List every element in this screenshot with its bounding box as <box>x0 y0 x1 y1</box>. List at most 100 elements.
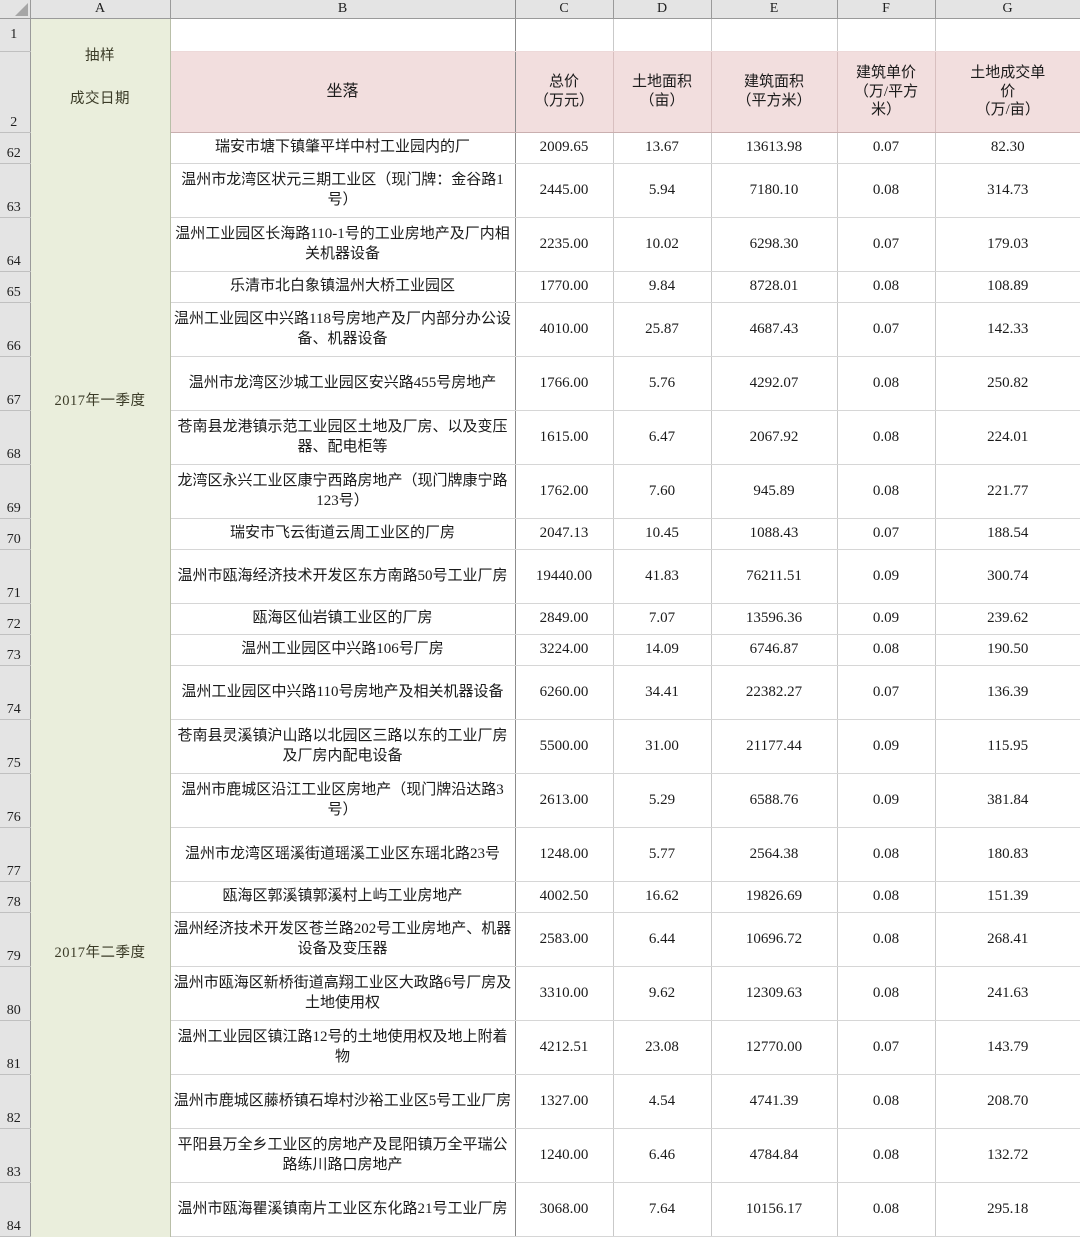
cell-land-area[interactable]: 41.83 <box>613 549 712 604</box>
cell-building-unit-price[interactable]: 0.08 <box>837 827 936 882</box>
cell-building-unit-price[interactable]: 0.07 <box>837 302 936 357</box>
cell-seat[interactable]: 温州市瓯海经济技术开发区东方南路50号工业厂房 <box>170 549 516 604</box>
cell-total-price[interactable]: 2047.13 <box>515 518 614 550</box>
cell-land-area[interactable]: 10.02 <box>613 217 712 272</box>
cell-building-unit-price[interactable]: 0.08 <box>837 1128 936 1183</box>
cell-land-unit-price[interactable]: 108.89 <box>935 271 1080 303</box>
row-header-80[interactable]: 80 <box>0 966 31 1021</box>
cell-building-unit-price[interactable]: 0.08 <box>837 912 936 967</box>
cell-total-price[interactable]: 1762.00 <box>515 464 614 519</box>
cell-building-unit-price[interactable]: 0.09 <box>837 719 936 774</box>
cell-total-price[interactable]: 3224.00 <box>515 634 614 666</box>
cell-total-price[interactable]: 2849.00 <box>515 603 614 635</box>
row-header-72[interactable]: 72 <box>0 603 31 635</box>
cell-land-area[interactable]: 7.07 <box>613 603 712 635</box>
group-label-cell[interactable]: 2017年二季度 <box>30 665 171 1237</box>
cell-seat[interactable]: 温州市瓯海瞿溪镇南片工业区东化路21号工业厂房 <box>170 1182 516 1237</box>
cell-seat[interactable]: 温州市鹿城区藤桥镇石埠村沙裕工业区5号工业厂房 <box>170 1074 516 1129</box>
row-header-71[interactable]: 71 <box>0 549 31 604</box>
row-header-83[interactable]: 83 <box>0 1128 31 1183</box>
cell-land-unit-price[interactable]: 268.41 <box>935 912 1080 967</box>
cell-land-unit-price[interactable]: 250.82 <box>935 356 1080 411</box>
cell-land-area[interactable]: 6.44 <box>613 912 712 967</box>
cell-building-unit-price[interactable]: 0.08 <box>837 634 936 666</box>
row-header-68[interactable]: 68 <box>0 410 31 465</box>
cell-building-area[interactable]: 4741.39 <box>711 1074 838 1129</box>
cell-seat[interactable]: 瓯海区仙岩镇工业区的厂房 <box>170 603 516 635</box>
cell-building-area[interactable]: 76211.51 <box>711 549 838 604</box>
cell-building-area[interactable]: 12309.63 <box>711 966 838 1021</box>
cell-building-area[interactable]: 13613.98 <box>711 132 838 164</box>
cell-building-unit-price[interactable]: 0.09 <box>837 603 936 635</box>
cell-land-unit-price[interactable]: 295.18 <box>935 1182 1080 1237</box>
cell-land-unit-price[interactable]: 239.62 <box>935 603 1080 635</box>
cell-building-unit-price[interactable]: 0.09 <box>837 773 936 828</box>
cell-seat[interactable]: 温州市龙湾区沙城工业园区安兴路455号房地产 <box>170 356 516 411</box>
cell-seat[interactable]: 温州工业园区长海路110-1号的工业房地产及厂内相关机器设备 <box>170 217 516 272</box>
cell-land-area[interactable]: 13.67 <box>613 132 712 164</box>
cell-building-area[interactable]: 4784.84 <box>711 1128 838 1183</box>
blank-cell-e1[interactable] <box>711 18 838 52</box>
cell-land-area[interactable]: 4.54 <box>613 1074 712 1129</box>
cell-seat[interactable]: 温州工业园区镇江路12号的土地使用权及地上附着物 <box>170 1020 516 1075</box>
row-header-62[interactable]: 62 <box>0 132 31 164</box>
cell-total-price[interactable]: 5500.00 <box>515 719 614 774</box>
select-all-corner[interactable] <box>0 0 31 19</box>
cell-land-area[interactable]: 5.77 <box>613 827 712 882</box>
cell-seat[interactable]: 温州工业园区中兴路118号房地产及厂内部分办公设备、机器设备 <box>170 302 516 357</box>
cell-building-unit-price[interactable]: 0.08 <box>837 410 936 465</box>
cell-land-unit-price[interactable]: 188.54 <box>935 518 1080 550</box>
cell-land-area[interactable]: 9.84 <box>613 271 712 303</box>
header-cell-land-unit-price[interactable]: 土地成交单 价 （万/亩） <box>935 51 1080 133</box>
cell-land-unit-price[interactable]: 143.79 <box>935 1020 1080 1075</box>
column-header-d[interactable]: D <box>613 0 712 19</box>
cell-land-area[interactable]: 14.09 <box>613 634 712 666</box>
blank-cell-c1[interactable] <box>515 18 614 52</box>
cell-land-area[interactable]: 10.45 <box>613 518 712 550</box>
row-header-84[interactable]: 84 <box>0 1182 31 1237</box>
cell-building-unit-price[interactable]: 0.07 <box>837 665 936 720</box>
cell-land-unit-price[interactable]: 180.83 <box>935 827 1080 882</box>
cell-building-area[interactable]: 6588.76 <box>711 773 838 828</box>
cell-total-price[interactable]: 4002.50 <box>515 881 614 913</box>
group-label-cell[interactable]: 2017年一季度 <box>30 132 171 666</box>
column-header-b[interactable]: B <box>170 0 516 19</box>
header-cell-total-price[interactable]: 总价 （万元） <box>515 51 614 133</box>
header-cell-land-area[interactable]: 土地面积 （亩） <box>613 51 712 133</box>
cell-seat[interactable]: 温州市龙湾区状元三期工业区（现门牌：金谷路1号） <box>170 163 516 218</box>
row-header-64[interactable]: 64 <box>0 217 31 272</box>
cell-building-unit-price[interactable]: 0.08 <box>837 1074 936 1129</box>
row-header-73[interactable]: 73 <box>0 634 31 666</box>
cell-land-area[interactable]: 5.76 <box>613 356 712 411</box>
blank-cell-d1[interactable] <box>613 18 712 52</box>
cell-total-price[interactable]: 1240.00 <box>515 1128 614 1183</box>
column-header-a[interactable]: A <box>30 0 171 19</box>
cell-seat[interactable]: 瑞安市飞云街道云周工业区的厂房 <box>170 518 516 550</box>
header-cell-building-area[interactable]: 建筑面积 （平方米） <box>711 51 838 133</box>
cell-building-area[interactable]: 4687.43 <box>711 302 838 357</box>
cell-building-unit-price[interactable]: 0.08 <box>837 271 936 303</box>
cell-seat[interactable]: 苍南县龙港镇示范工业园区土地及厂房、以及变压器、配电柜等 <box>170 410 516 465</box>
cell-seat[interactable]: 乐清市北白象镇温州大桥工业园区 <box>170 271 516 303</box>
cell-building-unit-price[interactable]: 0.09 <box>837 549 936 604</box>
row-header-74[interactable]: 74 <box>0 665 31 720</box>
cell-total-price[interactable]: 1248.00 <box>515 827 614 882</box>
row-header-66[interactable]: 66 <box>0 302 31 357</box>
cell-total-price[interactable]: 4212.51 <box>515 1020 614 1075</box>
cell-seat[interactable]: 苍南县灵溪镇沪山路以北园区三路以东的工业厂房及厂房内配电设备 <box>170 719 516 774</box>
cell-total-price[interactable]: 2235.00 <box>515 217 614 272</box>
cell-building-area[interactable]: 2564.38 <box>711 827 838 882</box>
cell-total-price[interactable]: 1327.00 <box>515 1074 614 1129</box>
cell-land-area[interactable]: 5.29 <box>613 773 712 828</box>
cell-seat[interactable]: 温州工业园区中兴路106号厂房 <box>170 634 516 666</box>
cell-land-unit-price[interactable]: 82.30 <box>935 132 1080 164</box>
cell-land-area[interactable]: 23.08 <box>613 1020 712 1075</box>
column-header-f[interactable]: F <box>837 0 936 19</box>
cell-land-area[interactable]: 9.62 <box>613 966 712 1021</box>
cell-total-price[interactable]: 2613.00 <box>515 773 614 828</box>
row-header-79[interactable]: 79 <box>0 912 31 967</box>
cell-seat[interactable]: 温州市鹿城区沿江工业区房地产（现门牌沿达路3号） <box>170 773 516 828</box>
cell-building-area[interactable]: 12770.00 <box>711 1020 838 1075</box>
cell-building-unit-price[interactable]: 0.07 <box>837 132 936 164</box>
cell-seat[interactable]: 瓯海区郭溪镇郭溪村上屿工业房地产 <box>170 881 516 913</box>
